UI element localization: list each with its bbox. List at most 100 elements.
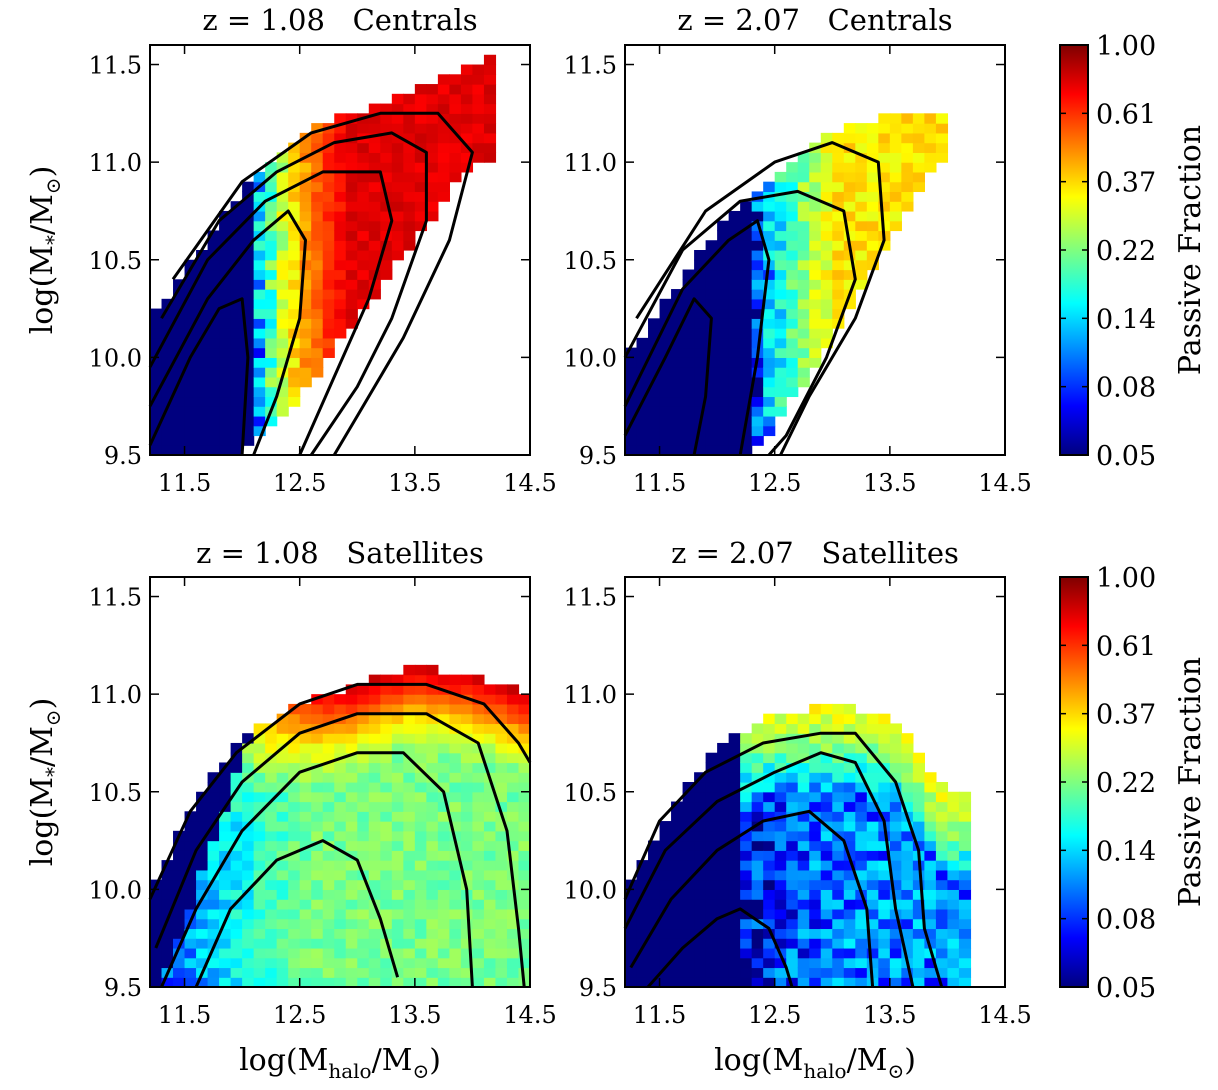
panel-title: z = 2.07 Centrals — [677, 3, 952, 37]
heatmap-cell — [460, 762, 474, 773]
heatmap-cell — [659, 928, 672, 939]
heatmap-cell — [843, 977, 856, 988]
heatmap-cell — [751, 230, 764, 241]
heatmap-cell — [717, 742, 730, 754]
heatmap-cell — [740, 240, 753, 251]
heatmap-cell — [901, 142, 914, 153]
heatmap-cell — [912, 957, 925, 969]
heatmap-cell — [230, 406, 243, 417]
colorbar-tick-label: 0.08 — [1096, 373, 1156, 404]
heatmap-cell — [889, 152, 902, 163]
heatmap-cell — [184, 425, 197, 437]
heatmap-cell — [276, 811, 289, 822]
heatmap-cell — [311, 772, 324, 783]
heatmap-cell — [682, 830, 695, 842]
heatmap-cell — [173, 977, 186, 988]
heatmap-cell — [682, 386, 695, 398]
heatmap-cell — [196, 918, 209, 930]
heatmap-cell — [242, 889, 255, 900]
heatmap-cell — [219, 977, 232, 988]
heatmap-cell — [230, 791, 243, 803]
heatmap-cell — [740, 328, 753, 339]
heatmap-cell — [832, 947, 845, 959]
heatmap-cell — [694, 259, 707, 271]
heatmap-cell — [449, 938, 462, 949]
heatmap-cell — [518, 947, 531, 959]
heatmap-cell — [636, 406, 649, 417]
heatmap-cell — [276, 791, 289, 803]
heatmap-cell — [345, 113, 358, 124]
heatmap-cell — [161, 337, 174, 349]
heatmap-cell — [230, 240, 243, 251]
heatmap-cell — [414, 694, 427, 705]
y-tick-label: 11.0 — [564, 681, 617, 709]
heatmap-cell — [740, 860, 753, 871]
heatmap-cell — [820, 171, 833, 183]
heatmap-cell — [659, 367, 672, 378]
contour-line — [194, 839, 400, 988]
heatmap-cell — [357, 269, 370, 280]
heatmap-cell — [288, 201, 301, 212]
heatmap-cell — [740, 318, 753, 329]
heatmap-cell — [832, 811, 845, 822]
heatmap-cell — [391, 782, 404, 793]
heatmap-cell — [414, 132, 427, 144]
heatmap-cell — [717, 435, 730, 446]
heatmap-cell — [659, 957, 672, 969]
heatmap-cell — [437, 694, 450, 705]
heatmap-cell — [276, 899, 289, 910]
heatmap-cell — [265, 957, 278, 969]
heatmap-cell — [774, 308, 787, 319]
heatmap-cell — [230, 850, 243, 861]
heatmap-cell — [506, 947, 520, 959]
heatmap-cell — [797, 860, 810, 871]
heatmap-cell — [368, 703, 381, 715]
heatmap-cell — [809, 762, 822, 773]
contour-line — [160, 131, 428, 456]
heatmap-cell — [345, 289, 358, 300]
heatmap-cell — [207, 357, 220, 368]
heatmap-cell — [391, 250, 404, 261]
heatmap-cell — [820, 240, 833, 251]
colorbar-tick-label: 0.05 — [1096, 973, 1156, 1004]
heatmap-cell — [820, 830, 833, 842]
heatmap-cell — [345, 801, 358, 812]
heatmap-cell — [843, 142, 856, 153]
heatmap-cell — [380, 713, 393, 725]
heatmap-cell — [843, 762, 856, 773]
heatmap-cell — [832, 762, 845, 773]
heatmap-cell — [357, 703, 370, 715]
heatmap-cell — [705, 386, 718, 398]
heatmap-cell — [380, 879, 393, 890]
heatmap-cell — [878, 240, 891, 251]
heatmap-cell — [958, 850, 972, 861]
heatmap-cell — [820, 967, 833, 978]
heatmap-cell — [878, 723, 891, 734]
heatmap-cell — [705, 308, 718, 319]
heatmap-cell — [763, 376, 776, 388]
heatmap-cell — [878, 947, 891, 959]
heatmap-cell — [483, 113, 497, 124]
heatmap-cell — [797, 201, 810, 212]
heatmap-cell — [322, 210, 335, 222]
heatmap-cell — [196, 386, 209, 398]
heatmap-cell — [740, 337, 753, 349]
heatmap-cell — [299, 742, 312, 754]
heatmap-cell — [728, 782, 741, 793]
heatmap-cell — [774, 918, 787, 930]
heatmap-cell — [855, 742, 868, 754]
heatmap-cell — [299, 830, 312, 842]
heatmap-cell — [322, 308, 335, 319]
heatmap-cell — [403, 762, 416, 773]
heatmap-cell — [832, 298, 845, 310]
heatmap-cell — [797, 762, 810, 773]
heatmap-cell — [380, 801, 393, 812]
heatmap-cell — [763, 821, 776, 832]
heatmap-cell — [682, 977, 695, 988]
heatmap-cell — [391, 733, 404, 744]
heatmap-cell — [230, 860, 243, 871]
x-tick-label: 14.5 — [978, 1001, 1031, 1029]
contour-lines — [148, 682, 532, 988]
heatmap-cell — [878, 801, 891, 812]
heatmap-cell — [855, 123, 868, 134]
